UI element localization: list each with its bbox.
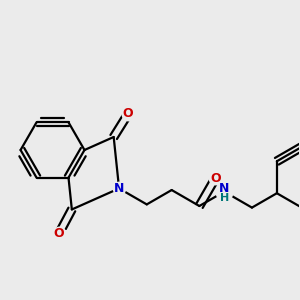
- Text: O: O: [54, 227, 64, 240]
- Text: H: H: [220, 193, 229, 203]
- Text: N: N: [219, 182, 230, 195]
- Text: O: O: [210, 172, 220, 185]
- Text: N: N: [114, 182, 124, 195]
- Text: O: O: [123, 107, 134, 121]
